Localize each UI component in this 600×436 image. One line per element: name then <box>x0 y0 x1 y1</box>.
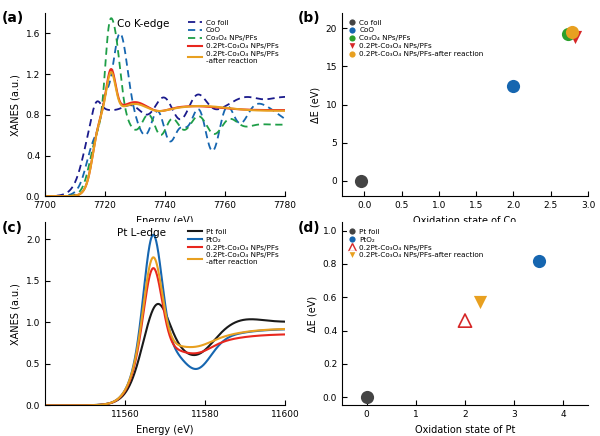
Point <box>534 257 544 264</box>
Y-axis label: XANES (a.u.): XANES (a.u.) <box>10 74 20 136</box>
Y-axis label: ΔE (eV): ΔE (eV) <box>307 296 317 332</box>
Text: (b): (b) <box>298 11 320 25</box>
Legend: Pt foil, PtO₂, 0.2Pt-Co₃O₄ NPs/PFs, 0.2Pt-Co₃O₄ NPs/PFs-after reaction: Pt foil, PtO₂, 0.2Pt-Co₃O₄ NPs/PFs, 0.2P… <box>346 226 487 262</box>
Text: (d): (d) <box>298 221 320 235</box>
Point <box>362 394 371 401</box>
Y-axis label: ΔE (eV): ΔE (eV) <box>310 87 320 123</box>
X-axis label: Oxidation state of Co: Oxidation state of Co <box>413 216 517 225</box>
Point <box>563 31 572 38</box>
Point <box>567 29 577 36</box>
Y-axis label: XANES (a.u.): XANES (a.u.) <box>10 283 20 345</box>
Point <box>570 34 580 41</box>
Legend: Pt foil, PtO₂, 0.2Pt-Co₃O₄ NPs/PFs, 0.2Pt-Co₃O₄ NPs/PFs
-after reaction: Pt foil, PtO₂, 0.2Pt-Co₃O₄ NPs/PFs, 0.2P… <box>185 226 281 268</box>
Text: Pt L-edge: Pt L-edge <box>117 228 166 238</box>
Legend: Co foil, CoO, Co₃O₄ NPs/PFs, 0.2Pt-Co₃O₄ NPs/PFs, 0.2Pt-Co₃O₄ NPs/PFs-after reac: Co foil, CoO, Co₃O₄ NPs/PFs, 0.2Pt-Co₃O₄… <box>346 17 487 60</box>
Point <box>460 317 470 324</box>
Text: Co K-edge: Co K-edge <box>117 19 169 29</box>
X-axis label: Energy (eV): Energy (eV) <box>136 425 194 435</box>
Text: (a): (a) <box>2 11 24 25</box>
X-axis label: Oxidation state of Pt: Oxidation state of Pt <box>415 425 515 435</box>
Text: (c): (c) <box>2 221 23 235</box>
Point <box>509 82 518 89</box>
Point <box>475 299 485 306</box>
Legend: Co foil, CoO, Co₃O₄ NPs/PFs, 0.2Pt-Co₃O₄ NPs/PFs, 0.2Pt-Co₃O₄ NPs/PFs
-after rea: Co foil, CoO, Co₃O₄ NPs/PFs, 0.2Pt-Co₃O₄… <box>185 17 281 67</box>
X-axis label: Energy (eV): Energy (eV) <box>136 216 194 225</box>
Point <box>356 177 365 184</box>
